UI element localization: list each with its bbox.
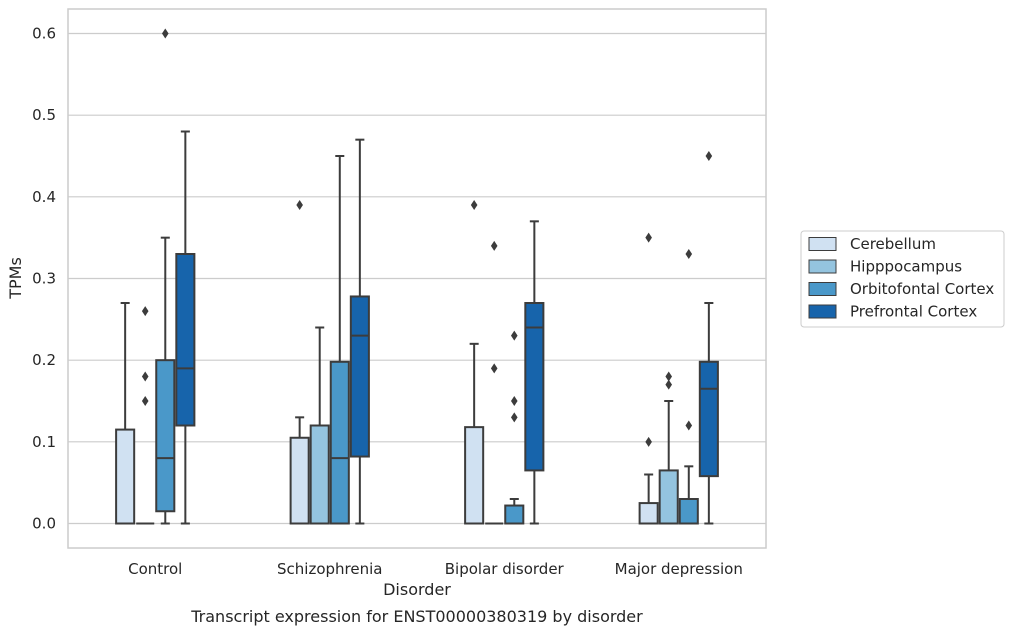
box-cerebellum xyxy=(464,200,485,525)
legend-frame xyxy=(800,230,1005,328)
box-iqr xyxy=(175,253,196,427)
box-cerebellum xyxy=(638,232,659,525)
outlier-point xyxy=(665,371,673,382)
boxes xyxy=(115,28,719,525)
x-tick-label: Schizophrenia xyxy=(277,560,382,578)
box-orbitofontal-cortex xyxy=(155,28,176,525)
x-axis-label: Disorder xyxy=(383,580,451,599)
box-prefrontal-cortex xyxy=(175,130,196,525)
box-orbitofontal-cortex xyxy=(504,330,525,525)
outlier-point xyxy=(470,200,478,210)
legend-label: Prefrontal Cortex xyxy=(850,303,977,321)
outlier-point xyxy=(490,363,498,374)
box-cerebellum xyxy=(289,200,310,525)
legend-swatch xyxy=(808,259,837,274)
legend-swatch xyxy=(808,304,837,319)
outlier-point xyxy=(645,232,652,243)
y-tick-label: 0.0 xyxy=(32,515,56,533)
legend-swatch xyxy=(808,282,837,296)
y-tick-label: 0.5 xyxy=(32,106,56,124)
outlier-point xyxy=(685,420,693,431)
x-tick-label: Control xyxy=(128,560,182,578)
box-orbitofontal-cortex xyxy=(329,155,350,525)
y-tick-label: 0.6 xyxy=(32,25,56,43)
outlier-point xyxy=(645,436,652,447)
x-tick-labels: Control Schizophrenia Bipolar disorder Majo… xyxy=(128,560,743,578)
legend-label: Cerebellum xyxy=(850,235,936,253)
box-iqr xyxy=(524,302,545,472)
y-tick-label: 0.2 xyxy=(32,351,56,369)
plot-frame xyxy=(67,8,767,549)
box-iqr xyxy=(329,360,350,525)
box-prefrontal-cortex xyxy=(349,138,370,525)
box-hipppocampus xyxy=(658,371,679,525)
box-iqr xyxy=(678,498,699,525)
outlier-point xyxy=(141,396,149,406)
box-iqr xyxy=(115,428,136,525)
box-iqr xyxy=(155,359,176,513)
x-tick-label: Bipolar disorder xyxy=(445,560,565,578)
y-axis-label: TPMs xyxy=(6,257,25,300)
outlier-point xyxy=(510,412,518,423)
y-tick-label: 0.3 xyxy=(32,270,56,288)
box-prefrontal-cortex xyxy=(698,151,719,525)
legend-label: Hipppocampus xyxy=(850,258,962,276)
box-iqr xyxy=(658,469,679,525)
legend: Cerebellum Hipppocampus Orbitofontal Corte… xyxy=(800,230,1005,328)
y-tick-labels: 0.0 0.1 0.2 0.3 0.4 0.5 0.6 xyxy=(32,25,56,533)
outlier-point xyxy=(141,306,149,317)
box-iqr xyxy=(504,504,525,525)
outlier-point xyxy=(141,371,149,382)
box-iqr xyxy=(289,436,310,525)
box-hipppocampus xyxy=(485,240,504,525)
legend-label: Orbitofontal Cortex xyxy=(850,280,994,298)
outlier-point xyxy=(296,200,303,210)
box-orbitofontal-cortex xyxy=(678,249,699,525)
box-iqr xyxy=(309,424,330,525)
outlier-point xyxy=(510,396,518,406)
outlier-point xyxy=(490,240,498,251)
box-iqr xyxy=(464,426,485,525)
box-iqr xyxy=(638,502,659,525)
chart-caption: Transcript expression for ENST0000038031… xyxy=(190,607,643,626)
box-cerebellum xyxy=(115,302,136,525)
y-tick-label: 0.4 xyxy=(32,188,56,206)
box-iqr xyxy=(698,360,719,478)
box-iqr xyxy=(349,295,370,458)
outlier-point xyxy=(685,249,693,259)
box-prefrontal-cortex xyxy=(524,220,545,525)
box-hipppocampus xyxy=(136,306,155,525)
y-tick-label: 0.1 xyxy=(32,433,56,451)
outlier-point xyxy=(161,28,169,39)
outlier-point xyxy=(705,151,713,161)
legend-swatch xyxy=(808,237,837,251)
box-hipppocampus xyxy=(309,326,330,525)
outlier-point xyxy=(510,330,518,341)
x-tick-label: Major depression xyxy=(615,560,743,578)
outlier-point xyxy=(665,379,673,390)
